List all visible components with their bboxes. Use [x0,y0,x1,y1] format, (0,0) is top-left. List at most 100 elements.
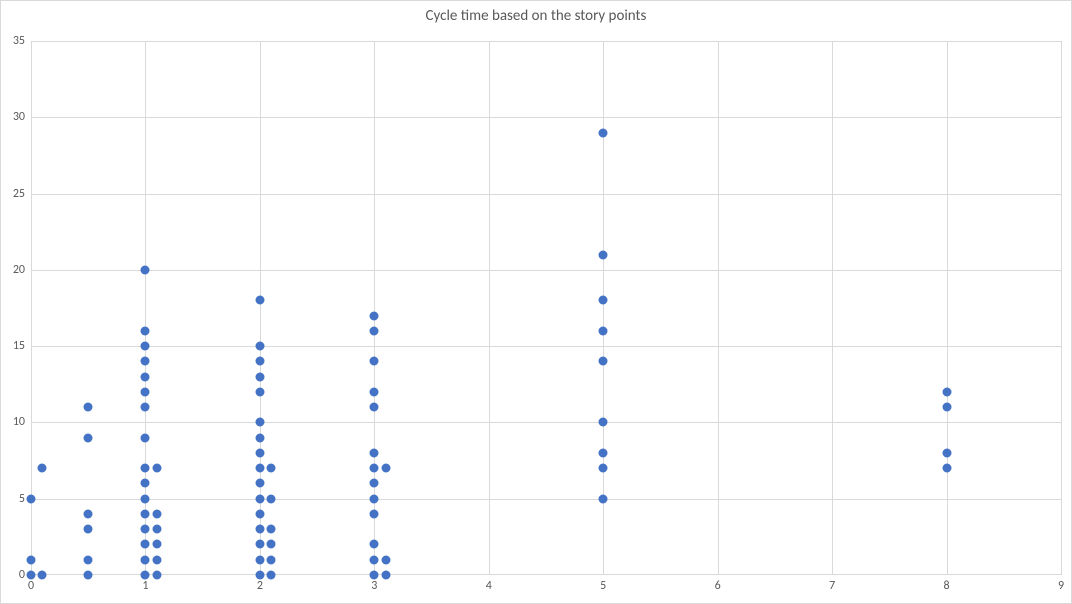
data-point [255,433,264,442]
data-point [599,494,608,503]
gridline-horizontal [31,499,1061,500]
data-point [84,555,93,564]
data-point [381,555,390,564]
data-point [27,494,36,503]
data-point [141,326,150,335]
data-point [370,448,379,457]
data-point [152,571,161,580]
data-point [141,525,150,534]
data-point [255,372,264,381]
data-point [255,494,264,503]
data-point [599,418,608,427]
chart-title: Cycle time based on the story points [1,7,1071,25]
gridline-vertical [947,41,948,575]
data-point [267,494,276,503]
data-point [255,448,264,457]
data-point [599,357,608,366]
data-point [255,342,264,351]
gridline-vertical [489,41,490,575]
data-point [84,403,93,412]
data-point [370,571,379,580]
data-point [141,479,150,488]
data-point [141,387,150,396]
data-point [141,433,150,442]
data-point [267,540,276,549]
y-tick-label: 10 [13,415,25,429]
data-point [267,525,276,534]
data-point [152,525,161,534]
y-tick-label: 5 [19,492,25,506]
chart-container: Cycle time based on the story points 0 5 1… [0,0,1072,604]
data-point [255,418,264,427]
x-tick-label: 4 [486,579,492,593]
data-point [141,357,150,366]
x-tick-label: 8 [944,579,950,593]
x-tick-label: 0 [28,579,34,593]
data-point [141,265,150,274]
data-point [370,540,379,549]
data-point [152,540,161,549]
data-point [267,555,276,564]
data-point [38,571,47,580]
data-point [370,555,379,564]
gridline-vertical [718,41,719,575]
gridline-horizontal [31,117,1061,118]
x-tick-label: 6 [715,579,721,593]
data-point [267,464,276,473]
x-tick-label: 7 [829,579,835,593]
data-point [141,464,150,473]
data-point [370,387,379,396]
data-point [942,387,951,396]
data-point [255,571,264,580]
x-tick-label: 5 [600,579,606,593]
data-point [255,387,264,396]
data-point [599,128,608,137]
data-point [255,479,264,488]
data-point [27,555,36,564]
data-point [38,464,47,473]
gridline-horizontal [31,194,1061,195]
data-point [84,509,93,518]
gridline-horizontal [31,346,1061,347]
y-tick-label: 20 [13,263,25,277]
data-point [141,555,150,564]
data-point [255,525,264,534]
data-point [370,311,379,320]
gridline-horizontal [31,41,1061,42]
gridline-vertical [832,41,833,575]
data-point [255,555,264,564]
data-point [370,357,379,366]
data-point [152,509,161,518]
gridline-vertical [1061,41,1062,575]
y-tick-label: 15 [13,339,25,353]
data-point [141,403,150,412]
data-point [255,357,264,366]
data-point [255,540,264,549]
x-tick-label: 2 [257,579,263,593]
data-point [942,464,951,473]
y-tick-label: 0 [19,568,25,582]
data-point [599,448,608,457]
data-point [599,464,608,473]
y-tick-label: 30 [13,110,25,124]
data-point [599,296,608,305]
data-point [381,571,390,580]
gridline-horizontal [31,422,1061,423]
data-point [141,342,150,351]
data-point [599,250,608,259]
data-point [84,433,93,442]
data-point [267,571,276,580]
data-point [84,525,93,534]
gridline-horizontal [31,270,1061,271]
data-point [255,296,264,305]
data-point [370,494,379,503]
data-point [370,326,379,335]
y-tick-label: 35 [13,34,25,48]
x-tick-label: 1 [142,579,148,593]
data-point [141,494,150,503]
data-point [152,464,161,473]
data-point [381,464,390,473]
data-point [141,372,150,381]
data-point [141,571,150,580]
y-tick-label: 25 [13,187,25,201]
